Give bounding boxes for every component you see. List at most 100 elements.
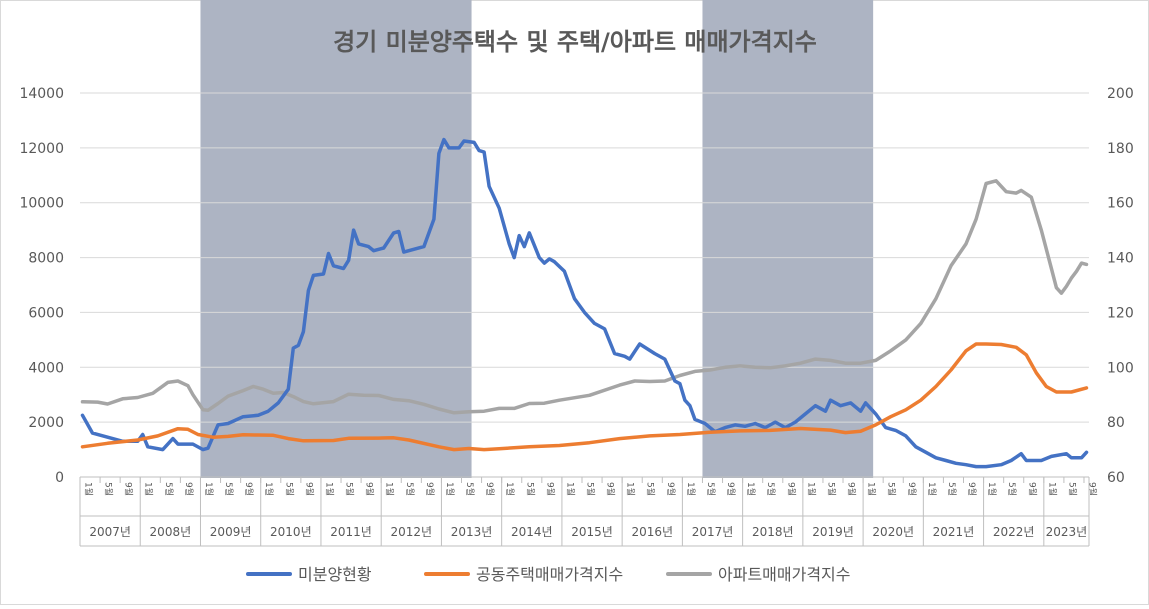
legend-joint-index-label: 공동주택매매가격지수 (476, 565, 623, 584)
month-tick-label: 9월 (846, 482, 858, 496)
month-tick-label: 5월 (1066, 482, 1078, 496)
year-label: 2011년 (330, 525, 372, 539)
month-tick-label: 1월 (685, 482, 697, 496)
year-label: 2020년 (872, 525, 914, 539)
right-tick-label: 80 (1107, 415, 1125, 431)
month-tick-label: 1월 (745, 482, 757, 496)
year-label: 2019년 (812, 525, 854, 539)
month-tick-label: 5월 (223, 482, 235, 496)
left-tick-label: 6000 (28, 305, 64, 321)
right-tick-label: 160 (1107, 196, 1134, 212)
right-tick-label: 140 (1107, 251, 1134, 267)
month-tick-label: 5월 (524, 482, 536, 496)
right-tick-label: 100 (1107, 360, 1134, 376)
month-tick-label: 1월 (564, 482, 576, 496)
year-label: 2007년 (89, 525, 131, 539)
year-label: 2008년 (150, 525, 192, 539)
month-tick-label: 5월 (886, 482, 898, 496)
month-tick-label: 1월 (1046, 482, 1058, 496)
gridlines (80, 92, 1089, 478)
month-tick-label: 5월 (946, 482, 958, 496)
year-label: 2014년 (511, 525, 553, 539)
month-tick-label: 5월 (283, 482, 295, 496)
month-tick-label: 5월 (645, 482, 657, 496)
month-tick-label: 5월 (103, 482, 115, 496)
month-tick-label: 1월 (143, 482, 155, 496)
year-label: 2010년 (270, 525, 312, 539)
month-tick-label: 9월 (544, 482, 556, 496)
month-tick-label: 9월 (123, 482, 135, 496)
left-tick-label: 2000 (28, 415, 64, 431)
x-axis: 1월 5월 9월 1월 5월 9월 1월 5월 9월 1월 5월 9월 1월 5월 9월 1월 5월 9월 1월 5월… (79, 476, 1098, 547)
year-label: 2012년 (391, 525, 433, 539)
month-tick-label: 9월 (484, 482, 496, 496)
month-tick-label: 5월 (404, 482, 416, 496)
left-tick-label: 12000 (19, 141, 64, 157)
month-tick-label: 5월 (163, 482, 175, 496)
left-axis-labels: 0 2000 4000 6000 8000 10000 12000 14000 (19, 86, 64, 486)
month-tick-label: 9월 (424, 482, 436, 496)
shaded-period (702, 0, 874, 478)
month-tick-label: 1월 (986, 482, 998, 496)
legend-apartment-index-label: 아파트매매가격지수 (718, 565, 850, 584)
month-tick-label: 1월 (263, 482, 275, 496)
month-tick-label: 1월 (625, 482, 637, 496)
month-tick-label: 5월 (1006, 482, 1018, 496)
left-tick-label: 4000 (28, 360, 64, 376)
right-tick-label: 60 (1107, 470, 1125, 486)
year-label: 2018년 (752, 525, 794, 539)
month-tick-label: 1월 (805, 482, 817, 496)
month-tick-label: 9월 (303, 482, 315, 496)
month-tick-label: 1월 (83, 482, 95, 496)
month-tick-label: 9월 (665, 482, 677, 496)
year-label: 2023년 (1046, 525, 1088, 539)
year-label: 2015년 (571, 525, 613, 539)
left-tick-label: 8000 (28, 251, 64, 267)
right-tick-label: 200 (1107, 86, 1134, 102)
right-tick-label: 120 (1107, 305, 1134, 321)
month-tick-label: 9월 (1026, 482, 1038, 496)
year-label: 2017년 (692, 525, 734, 539)
year-label: 2016년 (631, 525, 673, 539)
right-tick-label: 180 (1107, 141, 1134, 157)
month-tick-label: 9월 (725, 482, 737, 496)
year-label: 2009년 (210, 525, 252, 539)
chart-title: 경기 미분양주택수 및 주택/아파트 매매가격지수 (333, 28, 817, 56)
right-axis-labels: 60 80 100 120 140 160 180 200 (1107, 86, 1134, 486)
left-tick-label: 14000 (19, 86, 64, 102)
month-tick-label: 1월 (866, 482, 878, 496)
left-tick-label: 0 (55, 470, 64, 486)
year-label: 2022년 (993, 525, 1035, 539)
month-tick-label: 5월 (705, 482, 717, 496)
year-label: 2013년 (451, 525, 493, 539)
joint-housing-index-line (80, 342, 1089, 452)
month-tick-label: 9월 (183, 482, 195, 496)
left-tick-label: 10000 (19, 196, 64, 212)
month-tick-label: 1월 (384, 482, 396, 496)
month-tick-label: 9월 (785, 482, 797, 496)
month-tick-label: 1월 (926, 482, 938, 496)
unsold-housing-line (80, 137, 1089, 469)
legend-unsold-label: 미분양현황 (298, 565, 372, 584)
month-tick-label: 1월 (504, 482, 516, 496)
year-label: 2021년 (933, 525, 975, 539)
month-tick-label: 9월 (906, 482, 918, 496)
month-tick-label: 9월 (966, 482, 978, 496)
month-tick-label: 1월 (203, 482, 215, 496)
month-tick-label: 9월 (364, 482, 376, 496)
month-tick-label: 9월 (243, 482, 255, 496)
month-tick-label: 1월 (323, 482, 335, 496)
series-lines (80, 137, 1089, 469)
month-tick-label: 5월 (344, 482, 356, 496)
month-tick-label: 1월 (444, 482, 456, 496)
apartment-index-line (80, 179, 1089, 415)
month-tick-label: 9월 (1086, 482, 1098, 496)
month-tick-label: 5월 (765, 482, 777, 496)
month-tick-label: 5월 (585, 482, 597, 496)
month-tick-label: 9월 (605, 482, 617, 496)
month-tick-label: 5월 (464, 482, 476, 496)
month-tick-label: 5월 (825, 482, 837, 496)
